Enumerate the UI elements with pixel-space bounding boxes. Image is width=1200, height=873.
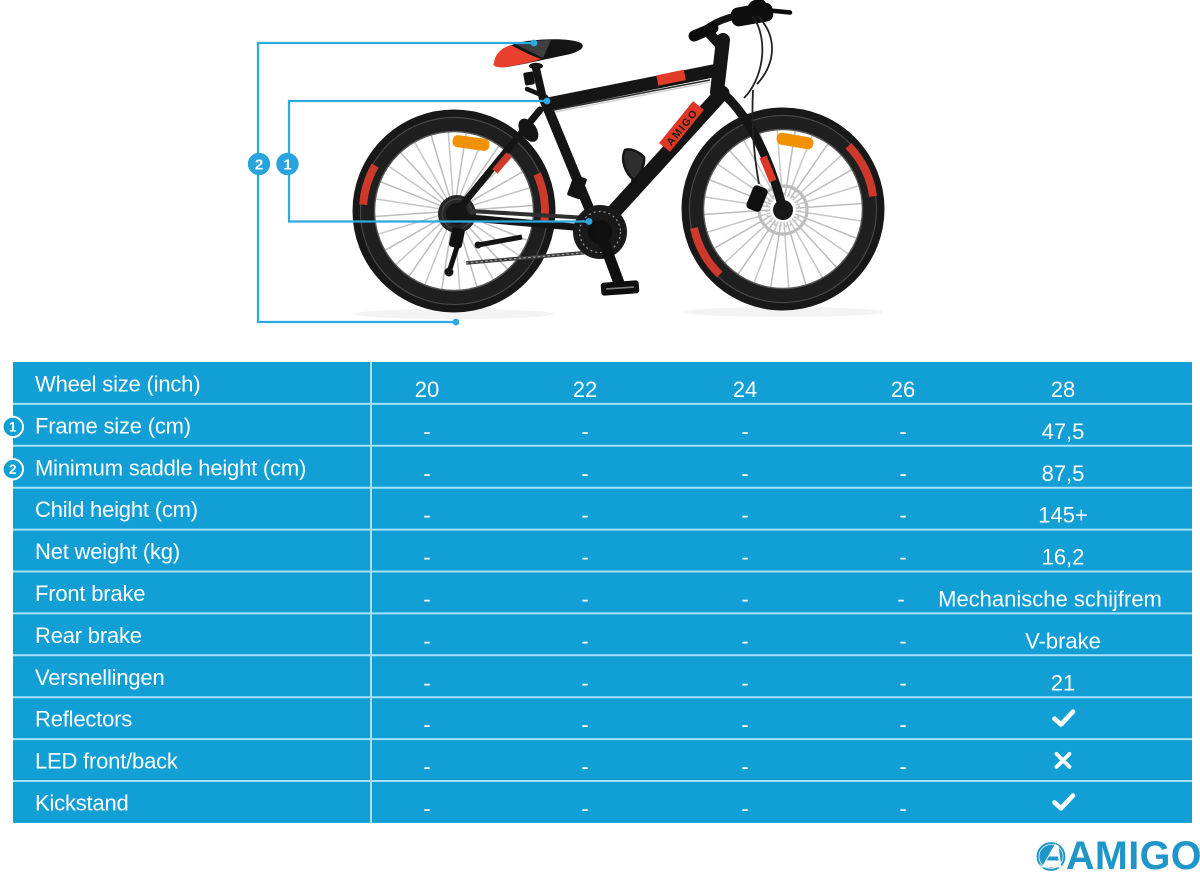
svg-text:145+: 145+	[1038, 503, 1088, 528]
svg-text:-: -	[899, 754, 906, 779]
svg-text:-: -	[741, 503, 748, 528]
svg-text:-: -	[581, 670, 588, 695]
svg-text:-: -	[899, 503, 906, 528]
svg-text:AMIGO: AMIGO	[1066, 834, 1200, 873]
svg-text:-: -	[899, 461, 906, 486]
svg-text:22: 22	[573, 377, 597, 402]
svg-text:-: -	[899, 628, 906, 653]
svg-text:-: -	[899, 670, 906, 695]
svg-text:21: 21	[1051, 670, 1075, 695]
svg-text:-: -	[423, 628, 430, 653]
svg-text:-: -	[581, 796, 588, 821]
svg-text:-: -	[741, 419, 748, 444]
svg-text:-: -	[741, 754, 748, 779]
svg-text:24: 24	[733, 377, 757, 402]
svg-text:-: -	[423, 587, 430, 612]
svg-text:-: -	[899, 796, 906, 821]
svg-text:Reflectors: Reflectors	[35, 707, 132, 732]
svg-text:2: 2	[9, 462, 17, 477]
svg-text:-: -	[581, 545, 588, 570]
svg-text:-: -	[423, 545, 430, 570]
svg-text:-: -	[423, 503, 430, 528]
svg-text:-: -	[423, 419, 430, 444]
svg-text:-: -	[741, 628, 748, 653]
svg-text:Net weight (kg): Net weight (kg)	[35, 539, 180, 564]
svg-text:-: -	[581, 712, 588, 737]
svg-text:-: -	[741, 712, 748, 737]
svg-text:-: -	[581, 461, 588, 486]
svg-text:Versnellingen: Versnellingen	[35, 665, 165, 690]
svg-text:-: -	[897, 587, 904, 612]
svg-text:-: -	[899, 712, 906, 737]
svg-text:-: -	[423, 754, 430, 779]
svg-text:-: -	[581, 419, 588, 444]
svg-text:1: 1	[283, 157, 291, 174]
svg-text:-: -	[741, 670, 748, 695]
svg-text:Kickstand: Kickstand	[35, 791, 129, 816]
svg-text:16,2: 16,2	[1042, 545, 1085, 570]
svg-text:-: -	[423, 461, 430, 486]
svg-text:Frame size (cm): Frame size (cm)	[35, 413, 191, 438]
svg-text:-: -	[581, 754, 588, 779]
svg-text:87,5: 87,5	[1042, 461, 1085, 486]
svg-text:-: -	[741, 587, 748, 612]
svg-text:1: 1	[9, 420, 17, 435]
svg-text:Minimum saddle height (cm): Minimum saddle height (cm)	[35, 455, 306, 480]
svg-text:-: -	[581, 587, 588, 612]
svg-text:-: -	[741, 796, 748, 821]
svg-text:2: 2	[255, 157, 263, 174]
svg-text:-: -	[581, 503, 588, 528]
svg-text:Wheel size (inch): Wheel size (inch)	[35, 372, 200, 397]
svg-text:Child height (cm): Child height (cm)	[35, 497, 198, 522]
svg-text:Rear brake: Rear brake	[35, 623, 142, 648]
svg-text:LED front/back: LED front/back	[35, 749, 179, 774]
svg-text:47,5: 47,5	[1042, 419, 1085, 444]
svg-text:-: -	[423, 796, 430, 821]
svg-text:V-brake: V-brake	[1025, 628, 1101, 653]
svg-text:28: 28	[1051, 377, 1075, 402]
svg-text:Front brake: Front brake	[35, 581, 145, 606]
svg-text:26: 26	[891, 377, 915, 402]
svg-text:-: -	[581, 628, 588, 653]
svg-text:-: -	[423, 670, 430, 695]
svg-text:Mechanische schijfrem: Mechanische schijfrem	[938, 587, 1162, 612]
svg-text:-: -	[741, 545, 748, 570]
svg-text:-: -	[423, 712, 430, 737]
svg-text:-: -	[899, 419, 906, 444]
svg-text:-: -	[899, 545, 906, 570]
svg-text:-: -	[741, 461, 748, 486]
svg-text:20: 20	[415, 377, 439, 402]
